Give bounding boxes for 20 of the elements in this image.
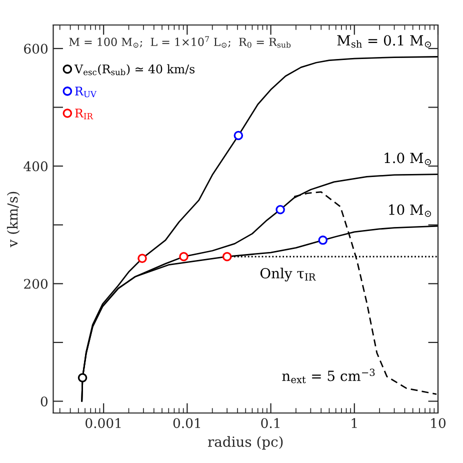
series-label: Only τ$_{IR}$ [260,268,316,282]
y-tick-label: 400 [24,161,48,172]
series-label: M$_{sh}$ = 0.1 M$_{⊙}$ [337,35,432,48]
y-tick-label: 600 [24,44,48,54]
x-tick-label: 0.1 [261,418,280,428]
x-tick-label: 1 [352,418,357,428]
x-tick-label: 10 [431,418,446,428]
series-label: 10 M$_{⊙}$ [389,204,431,217]
text: M = 100 M$_{⊙}$; L = 1×10$^{7}$ L$_{⊙}$; R$_{0}$ = R$_{sub}$ [69,36,291,48]
legend-label: V$_{esc}$(R$_{sub}$) ≃ 40 km/s [74,64,195,76]
x-axis-title: radius (pc) [208,436,283,450]
y-tick-label: 0 [40,396,48,406]
y-axis-title: v (km/s) [6,192,20,248]
legend-label: R$_{IR}$ [75,108,94,120]
series-label: n$_{ext}$ = 5 cm$^{−3}$ [282,368,375,384]
legend-label: R$_{UV}$ [75,86,97,98]
x-tick-label: 0.001 [86,418,121,428]
y-tick-label: 200 [24,278,48,289]
x-tick-label: 0.01 [173,418,200,428]
series-label: 1.0 M$_{⊙}$ [384,152,431,166]
